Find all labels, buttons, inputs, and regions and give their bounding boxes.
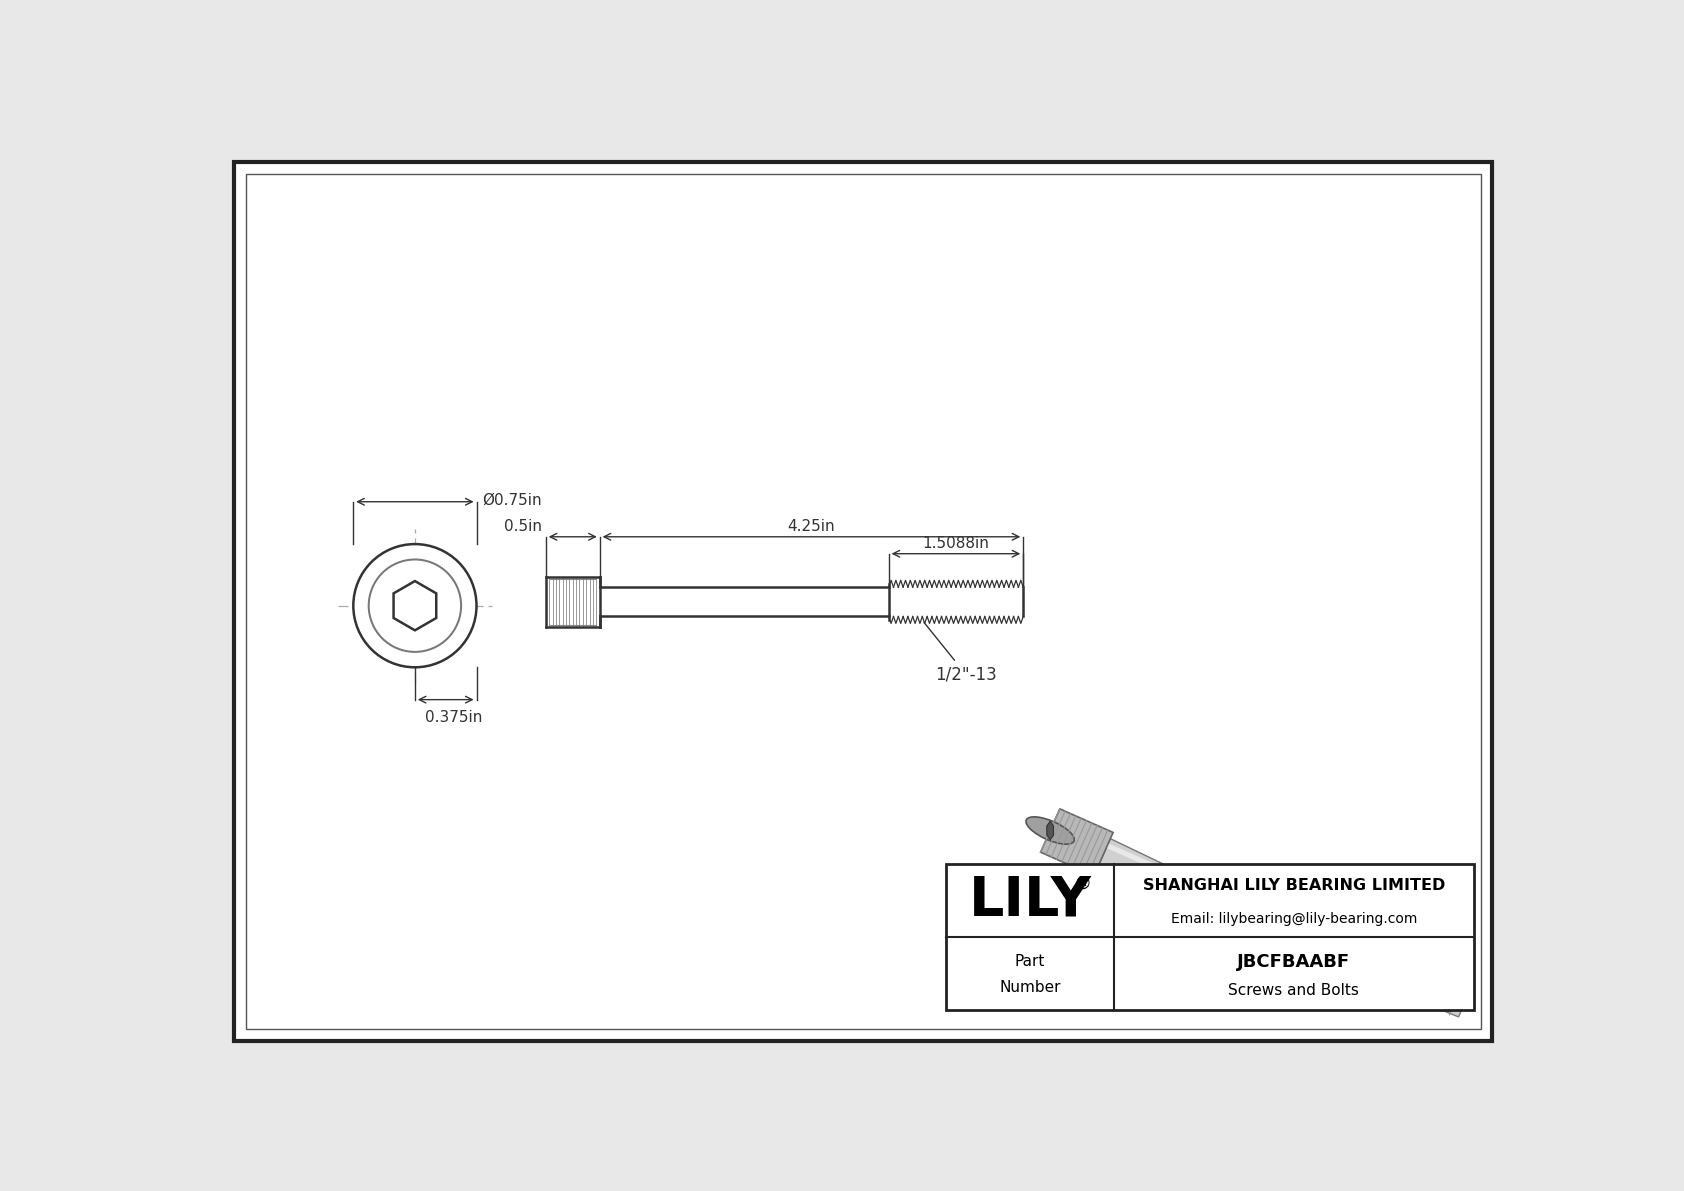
Polygon shape	[1106, 843, 1282, 924]
Text: Ø0.75in: Ø0.75in	[483, 493, 542, 507]
Polygon shape	[1047, 822, 1054, 840]
Text: Part: Part	[1015, 954, 1046, 969]
Circle shape	[354, 544, 477, 667]
Text: Email: lilybearing@lily-bearing.com: Email: lilybearing@lily-bearing.com	[1170, 912, 1416, 927]
Text: JBCFBAABF: JBCFBAABF	[1238, 953, 1351, 971]
Text: 1.5088in: 1.5088in	[923, 536, 990, 550]
Text: Screws and Bolts: Screws and Bolts	[1228, 984, 1359, 998]
Text: Number: Number	[999, 980, 1061, 996]
Bar	[946, 863, 1474, 1010]
Text: 1/2"-13: 1/2"-13	[925, 623, 997, 684]
Text: 0.375in: 0.375in	[424, 710, 482, 725]
Text: 0.5in: 0.5in	[504, 519, 542, 534]
Text: 4.25in: 4.25in	[788, 519, 835, 534]
Text: ®: ®	[1073, 874, 1091, 892]
Polygon shape	[1041, 809, 1113, 875]
Text: SHANGHAI LILY BEARING LIMITED: SHANGHAI LILY BEARING LIMITED	[1143, 878, 1445, 893]
Polygon shape	[1096, 838, 1463, 1017]
Text: LILY: LILY	[968, 873, 1091, 928]
Ellipse shape	[1026, 817, 1074, 844]
Polygon shape	[394, 581, 436, 630]
